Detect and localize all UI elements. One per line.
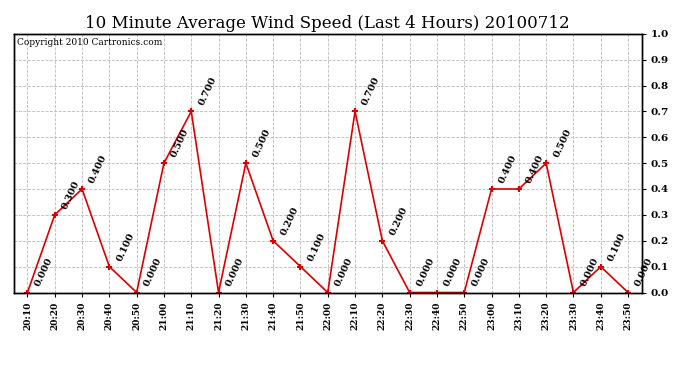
Text: 0.400: 0.400	[88, 153, 109, 185]
Text: 0.500: 0.500	[170, 127, 190, 159]
Text: 0.700: 0.700	[197, 75, 218, 107]
Title: 10 Minute Average Wind Speed (Last 4 Hours) 20100712: 10 Minute Average Wind Speed (Last 4 Hou…	[86, 15, 570, 32]
Text: 0.100: 0.100	[607, 231, 627, 262]
Text: 0.000: 0.000	[633, 256, 655, 288]
Text: 0.000: 0.000	[415, 256, 436, 288]
Text: 0.000: 0.000	[224, 256, 246, 288]
Text: 0.000: 0.000	[442, 256, 464, 288]
Text: 0.200: 0.200	[279, 205, 300, 237]
Text: 0.000: 0.000	[579, 256, 600, 288]
Text: 0.000: 0.000	[333, 256, 355, 288]
Text: 0.100: 0.100	[306, 231, 327, 262]
Text: 0.000: 0.000	[33, 256, 55, 288]
Text: 0.000: 0.000	[142, 256, 164, 288]
Text: 0.000: 0.000	[470, 256, 491, 288]
Text: 0.500: 0.500	[552, 127, 573, 159]
Text: 0.400: 0.400	[497, 153, 518, 185]
Text: 0.500: 0.500	[251, 127, 273, 159]
Text: 0.300: 0.300	[60, 179, 81, 211]
Text: 0.200: 0.200	[388, 205, 409, 237]
Text: 0.100: 0.100	[115, 231, 136, 262]
Text: Copyright 2010 Cartronics.com: Copyright 2010 Cartronics.com	[17, 38, 162, 46]
Text: 0.400: 0.400	[524, 153, 546, 185]
Text: 0.700: 0.700	[361, 75, 382, 107]
